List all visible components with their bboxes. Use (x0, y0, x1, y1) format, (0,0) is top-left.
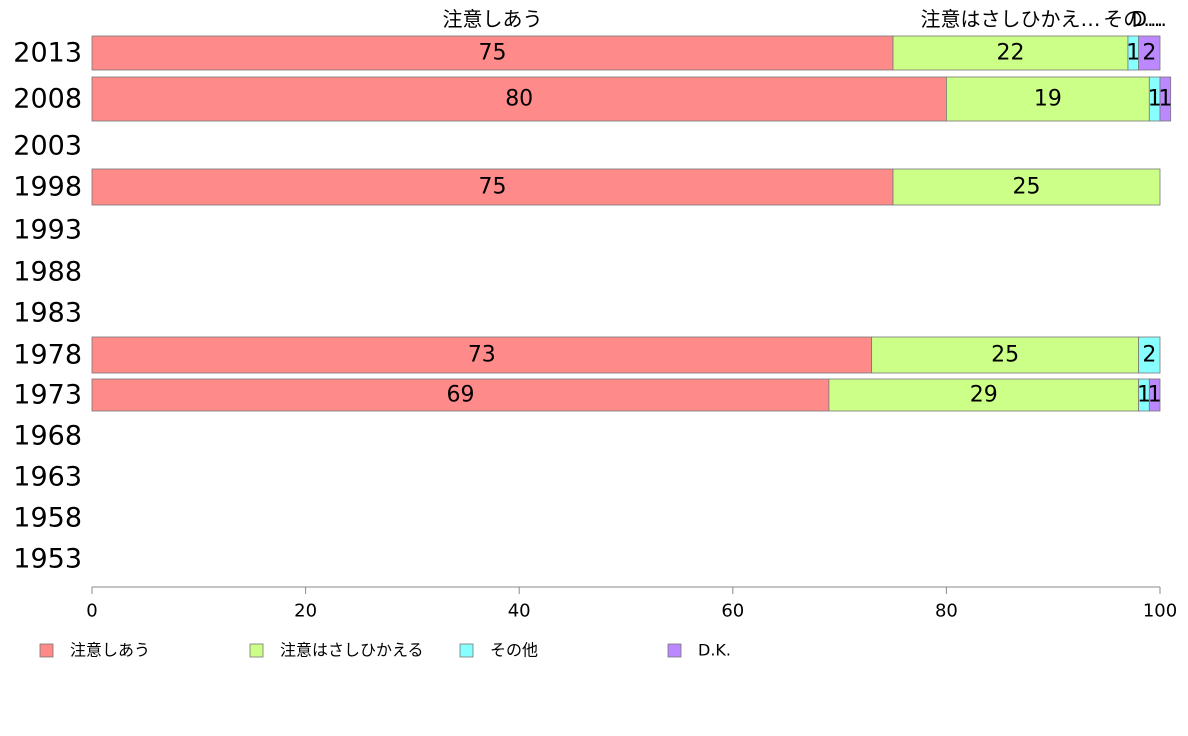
x-tick-label: 80 (935, 601, 958, 622)
year-label: 1988 (13, 257, 82, 288)
legend-swatch (39, 643, 54, 658)
bar-segment (1159, 76, 1172, 122)
bar-segment (91, 378, 830, 412)
year-label: 1953 (13, 544, 82, 575)
legend-label: 注意はさしひかえる (280, 641, 424, 660)
legend-label: D.K. (698, 641, 731, 660)
year-label: 1958 (13, 503, 82, 534)
year-label: 2008 (13, 84, 82, 115)
legend-label: その他 (490, 641, 538, 660)
year-label: 1983 (13, 298, 82, 329)
data-label: 1 (1148, 87, 1162, 112)
bar-segment (828, 378, 1140, 412)
bar-segment (1138, 336, 1161, 374)
top-series-labels: 注意しあう 注意はさしひかえ… その…D… (443, 7, 1168, 31)
top-series-label: D… (1132, 7, 1167, 31)
bar-segment (91, 76, 947, 122)
year-label: 1978 (13, 340, 82, 371)
bar-segment (946, 76, 1150, 122)
bar-segment (91, 35, 894, 71)
x-tick-label: 100 (1143, 601, 1177, 622)
bar-segment (1148, 378, 1161, 412)
top-series-label: 注意しあう (443, 7, 543, 31)
legend-label: 注意しあう (70, 641, 150, 660)
legend-swatch (667, 643, 682, 658)
year-label: 1968 (13, 421, 82, 452)
data-label: 1 (1126, 41, 1140, 66)
data-label: 2 (1142, 343, 1156, 368)
data-label: 2 (1142, 41, 1156, 66)
data-label: 80 (505, 87, 533, 112)
year-label: 1998 (13, 172, 82, 203)
data-label: 73 (468, 343, 496, 368)
bar-segment (892, 168, 1161, 206)
top-series-label: その… (1103, 7, 1163, 31)
year-label: 1973 (13, 380, 82, 411)
year-label: 1993 (13, 215, 82, 246)
bar-segment (1138, 35, 1161, 71)
legend: 注意しあう 注意はさしひかえる その他 D.K. (39, 641, 731, 660)
data-label: 19 (1034, 87, 1062, 112)
data-label: 75 (479, 175, 507, 200)
x-tick-label: 0 (86, 601, 97, 622)
data-label: 1 (1137, 383, 1151, 408)
year-label: 1963 (13, 462, 82, 493)
data-label: 75 (479, 41, 507, 66)
data-label: 1 (1148, 383, 1162, 408)
year-label: 2013 (13, 38, 82, 69)
x-tick-label: 20 (294, 601, 317, 622)
bar-segment (91, 336, 873, 374)
year-label: 2003 (13, 131, 82, 162)
data-label: 69 (446, 383, 474, 408)
x-axis: 0 20 40 60 80 100 (86, 586, 1177, 622)
bar-segment (892, 35, 1129, 71)
data-label: 25 (1013, 175, 1041, 200)
legend-swatch (249, 643, 264, 658)
bar-segment (871, 336, 1140, 374)
year-axis-labels: 2013 2008 2003 1998 1993 1988 1983 1978 1973 1968… (13, 38, 82, 575)
data-label: 25 (991, 343, 1019, 368)
x-tick-label: 40 (508, 601, 531, 622)
data-label: 29 (970, 383, 998, 408)
top-series-label: 注意はさしひかえ… (920, 7, 1100, 31)
legend-swatch (459, 643, 474, 658)
x-tick-label: 60 (721, 601, 744, 622)
data-label: 1 (1158, 87, 1172, 112)
data-label: 22 (996, 41, 1024, 66)
